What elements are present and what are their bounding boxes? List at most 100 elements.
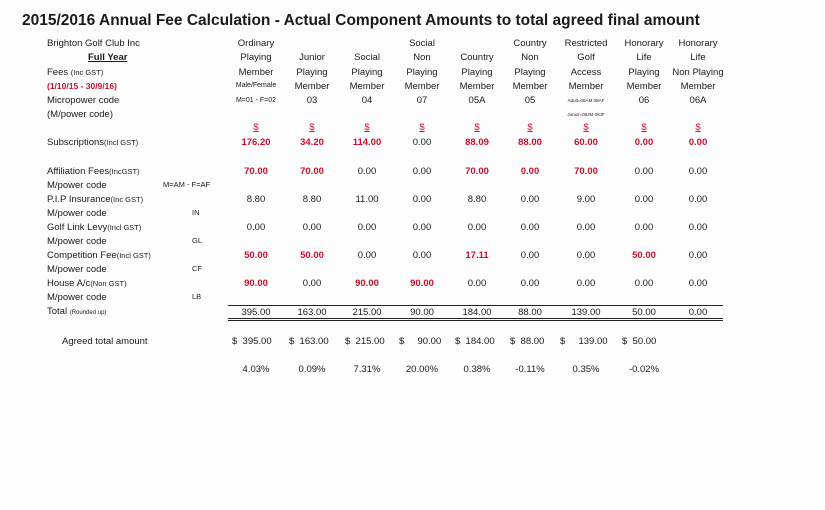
- col-header-line2: Life: [636, 52, 652, 63]
- col-header-line4: Member: [294, 81, 330, 92]
- col-dollar-sign: $: [253, 122, 259, 133]
- cell-value: 8.80: [467, 194, 487, 205]
- agreed-total-value: $ 139.00: [560, 336, 608, 347]
- club-name: Brighton Golf Club Inc: [47, 38, 140, 49]
- row-label: P.I.P Insurance(Inc GST): [47, 194, 144, 205]
- cell-value: 90.00: [410, 278, 434, 289]
- row-label: Affiliation Fees(IncGST): [47, 166, 140, 177]
- total-value: 215.00: [352, 307, 382, 318]
- cell-value: 17.11: [465, 250, 489, 261]
- col-header-line4: Member: [404, 81, 440, 92]
- col-header-line3: Playing: [406, 67, 438, 78]
- col-dollar-sign: $: [527, 122, 533, 133]
- agreed-total-value: $ 184.00: [455, 336, 495, 347]
- cell-value: 0.00: [412, 250, 432, 261]
- row-mpower-label: M/power code: [47, 180, 107, 191]
- cell-value: 0.00: [412, 194, 432, 205]
- col-header-line3: Playing: [461, 67, 493, 78]
- cell-value: 70.00: [300, 166, 324, 177]
- col-header-line4: Member: [459, 81, 495, 92]
- cell-value: 0.00: [634, 137, 654, 148]
- cell-value: 60.00: [574, 137, 598, 148]
- cell-value: 0.00: [688, 250, 708, 261]
- cell-value: 0.00: [576, 222, 596, 233]
- total-value: 139.00: [571, 307, 601, 318]
- cell-value: 90.00: [355, 278, 379, 289]
- percent-value: 0.09%: [298, 364, 326, 375]
- cell-value: 0.00: [520, 278, 540, 289]
- cell-value: 0.00: [520, 166, 540, 177]
- agreed-total-value: $ 163.00: [289, 336, 329, 347]
- percent-value: -0.02%: [628, 364, 660, 375]
- total-rule: [228, 320, 723, 321]
- col-header-line3: Non Playing: [672, 67, 724, 78]
- cell-value: 0.00: [688, 278, 708, 289]
- col-header-line1: Ordinary: [237, 38, 275, 49]
- full-year-label: Full Year: [88, 52, 128, 63]
- cell-value: 0.00: [688, 137, 708, 148]
- col-dollar-sign: $: [309, 122, 315, 133]
- micropower-label: Micropower code: [47, 95, 120, 106]
- cell-value: 50.00: [632, 250, 656, 261]
- col-header-line2: Junior: [299, 52, 325, 63]
- col-header-line2: Non: [521, 52, 539, 63]
- cell-value: 50.00: [300, 250, 324, 261]
- row-mpower-code: LB: [192, 292, 202, 301]
- cell-value: 0.00: [302, 278, 322, 289]
- col-header-line2: Country: [460, 52, 494, 63]
- col-header-line4: Member: [680, 81, 716, 92]
- col-header-line1: Restricted: [564, 38, 608, 49]
- row-mpower-label: M/power code: [47, 292, 107, 303]
- col-header-line2: Playing: [240, 52, 272, 63]
- agreed-total-value: $ 90.00: [399, 336, 442, 347]
- row-label: House A/c(Non GST): [47, 278, 127, 289]
- cell-value: 0.00: [576, 278, 596, 289]
- percent-value: 0.38%: [463, 364, 491, 375]
- total-value: 50.00: [632, 307, 656, 318]
- cell-value: 0.00: [688, 194, 708, 205]
- col-micropower-code: 05A: [468, 95, 486, 106]
- total-label: Total (Rounded up): [47, 306, 107, 317]
- col-header-line4: Member: [626, 81, 662, 92]
- col-dollar-sign: $: [583, 122, 589, 133]
- period-label: (1/10/15 - 30/9/16): [47, 81, 117, 91]
- total-value: 88.00: [518, 307, 542, 318]
- col-micropower-code: 05: [524, 95, 536, 106]
- cell-value: 0.00: [634, 222, 654, 233]
- col-header-line3: Playing: [514, 67, 546, 78]
- cell-value: 0.00: [634, 194, 654, 205]
- col-header-line1: Honorary: [624, 38, 664, 49]
- agreed-total-label: Agreed total amount: [62, 336, 148, 347]
- row-mpower-code: M=AM - F=AF: [163, 180, 211, 189]
- agreed-total-value: $ 395.00: [232, 336, 272, 347]
- col-header-line4: Member: [568, 81, 604, 92]
- col-header-line4: Member: [512, 81, 548, 92]
- row-mpower-label: M/power code: [47, 208, 107, 219]
- col-header-line2: Non: [413, 52, 431, 63]
- cell-value: 0.00: [520, 194, 540, 205]
- cell-value: 34.20: [300, 137, 324, 148]
- col-header-line3: Playing: [296, 67, 328, 78]
- cell-value: 0.00: [246, 222, 266, 233]
- col-micropower-code: 06A: [689, 95, 707, 106]
- cell-value: 8.80: [302, 194, 322, 205]
- percent-value: 4.03%: [242, 364, 270, 375]
- cell-value: 176.20: [241, 137, 271, 148]
- total-rule: [228, 305, 723, 306]
- agreed-total-value: $ 50.00: [622, 336, 657, 347]
- col-header-line3: Playing: [628, 67, 660, 78]
- cell-value: 0.00: [520, 250, 540, 261]
- cell-value: 70.00: [574, 166, 598, 177]
- cell-value: 0.00: [688, 166, 708, 177]
- cell-value: 0.00: [357, 166, 377, 177]
- col-header-line4: Member: [349, 81, 385, 92]
- col-header-line2: Social: [354, 52, 380, 63]
- row-mpower-code: GL: [192, 236, 203, 245]
- total-rule: [228, 318, 723, 319]
- total-value: 90.00: [410, 307, 434, 318]
- cell-value: 9.00: [576, 194, 596, 205]
- cell-value: 0.00: [634, 166, 654, 177]
- col-header-line3: Access: [570, 67, 602, 78]
- col-micropower-code: 04: [361, 95, 373, 106]
- percent-value: -0.11%: [515, 364, 545, 375]
